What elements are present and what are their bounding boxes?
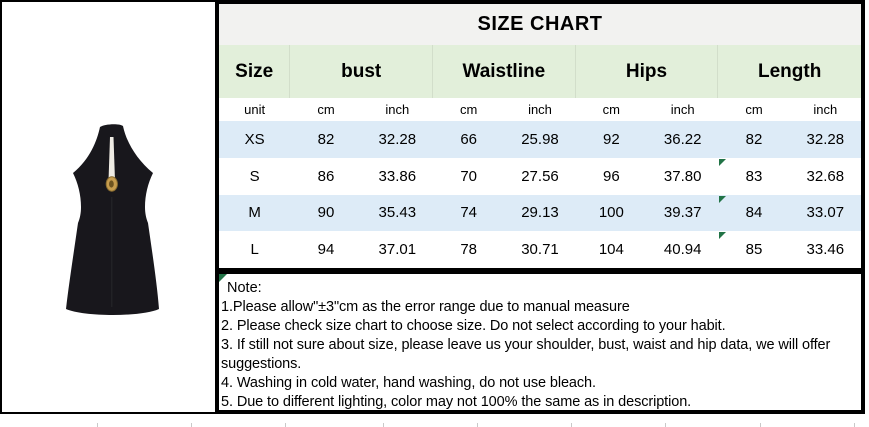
size-chart-table: SIZE CHART Size bust Waistline Hips Leng… (215, 0, 865, 271)
unit-label: inch (813, 102, 838, 117)
unit-label: cm (602, 102, 620, 117)
gridline-tick (665, 423, 666, 427)
length-cm-value: 84 (745, 204, 763, 222)
dress-photo (66, 124, 159, 315)
note-item-2: 2. Please check size chart to choose siz… (221, 318, 726, 334)
cell-flag-icon (719, 158, 727, 166)
waist-cm: 78 (460, 241, 477, 259)
size-chart-title-row: SIZE CHART (219, 4, 861, 45)
hips-cm: 100 (598, 204, 624, 222)
bust-cm: 90 (317, 204, 335, 222)
hips-cm: 104 (598, 241, 624, 259)
bust-cm: 94 (317, 241, 335, 259)
pendant-hole (109, 180, 114, 188)
unit-label: cm (745, 102, 763, 117)
gridline-tick (285, 423, 286, 427)
bust-inch: 33.86 (378, 167, 417, 185)
cell-flag-icon (719, 232, 727, 240)
gridline-tick (191, 423, 192, 427)
hips-inch: 40.94 (663, 241, 702, 259)
gridline-tick (760, 423, 761, 427)
gridline-tick (477, 423, 478, 427)
waist-cm: 74 (460, 204, 477, 222)
table-row-s: S 86 33.86 70 27.56 96 37.80 83 32.68 (219, 157, 861, 195)
length-cm: 85 (718, 231, 789, 268)
unit-label: cm (459, 102, 478, 117)
hips-cm: 92 (602, 130, 620, 148)
length-cm: 82 (745, 130, 763, 148)
size-chart-column: SIZE CHART Size bust Waistline Hips Leng… (215, 0, 865, 414)
unit-label: inch (385, 102, 410, 117)
length-inch: 32.28 (806, 130, 845, 148)
gridline-tick (571, 423, 572, 427)
bust-cm: 86 (317, 167, 335, 185)
waist-inch: 25.98 (521, 130, 559, 148)
bust-inch: 32.28 (378, 130, 417, 148)
cell-flag-icon (719, 195, 727, 203)
gridline-tick (97, 423, 98, 427)
length-cm: 83 (718, 158, 789, 195)
note-item-3: 3. If still not sure about size, please … (221, 337, 831, 372)
hips-inch: 39.37 (663, 204, 702, 222)
note-item-1: 1.Please allow"±3"cm as the error range … (221, 299, 630, 315)
waist-cm: 66 (460, 130, 477, 148)
bust-cm: 82 (317, 130, 335, 148)
size-value: S (249, 167, 260, 185)
note-item-5: 5. Due to different lighting, color may … (221, 394, 692, 410)
length-inch: 33.07 (806, 204, 845, 222)
table-row-l: L 94 37.01 78 30.71 104 40.94 85 33.46 (219, 231, 861, 268)
unit-label: inch (528, 102, 552, 117)
gridline-tick (383, 423, 384, 427)
table-row-xs: XS 82 32.28 66 25.98 92 36.22 82 32.28 (219, 121, 861, 158)
note-item-4: 4. Washing in cold water, hand washing, … (221, 375, 596, 391)
note-heading: Note: (227, 280, 262, 296)
unit-label: unit (244, 102, 266, 117)
header-hips: Hips (576, 45, 719, 98)
bust-inch: 35.43 (378, 204, 417, 222)
dress-silhouette (66, 124, 159, 315)
note-box: Note: 1.Please allow"±3"cm as the error … (215, 271, 865, 414)
cell-flag-icon (219, 274, 227, 282)
length-cm-value: 85 (745, 241, 763, 259)
size-value: XS (244, 130, 265, 148)
length-cm-value: 83 (745, 167, 763, 185)
unit-label: cm (317, 102, 335, 117)
length-inch: 32.68 (806, 167, 845, 185)
waist-inch: 30.71 (521, 241, 559, 259)
hips-cm: 96 (602, 167, 620, 185)
unit-label: inch (670, 102, 695, 117)
hips-inch: 36.22 (663, 130, 702, 148)
gridline-tick (854, 423, 855, 427)
waist-inch: 29.13 (521, 204, 559, 222)
header-size: Size (219, 45, 291, 98)
header-length: Length (758, 60, 822, 82)
bust-inch: 37.01 (378, 241, 417, 259)
table-unit-row: unit cm inch cm inch cm inch cm inch (219, 98, 861, 121)
length-cm: 84 (718, 195, 789, 232)
table-body: XS 82 32.28 66 25.98 92 36.22 82 32.28 S… (219, 121, 861, 268)
waist-inch: 27.56 (521, 167, 559, 185)
product-photo-panel (0, 0, 215, 414)
table-row-m: M 90 35.43 74 29.13 100 39.37 84 33.07 (219, 194, 861, 232)
length-inch: 33.46 (806, 241, 845, 259)
size-value: M (248, 204, 261, 222)
header-waistline: Waistline (433, 45, 576, 98)
waist-cm: 70 (460, 167, 477, 185)
size-chart-title: SIZE CHART (477, 13, 603, 35)
keyhole-slit (108, 137, 115, 181)
header-bust: bust (290, 45, 433, 98)
table-group-header-row: Size bust Waistline Hips Length (219, 45, 861, 98)
hips-inch: 37.80 (663, 167, 702, 185)
size-value: L (250, 241, 259, 259)
